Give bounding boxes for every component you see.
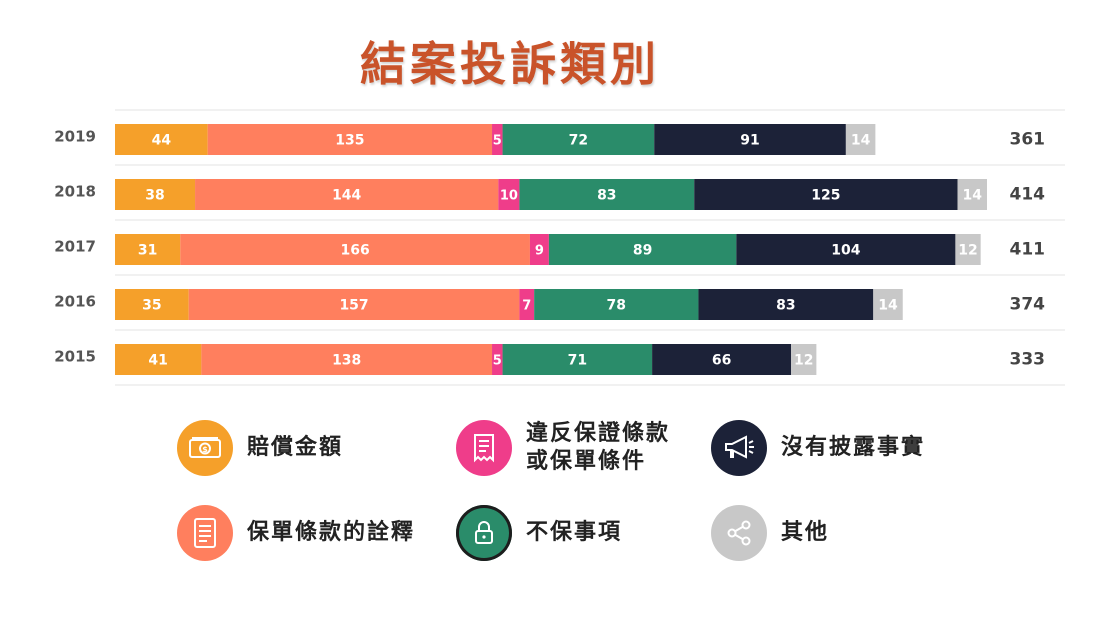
data-label: 138: [332, 353, 361, 369]
bar-segment: [519, 179, 695, 210]
bar-segment: [957, 179, 987, 210]
lock-icon: [456, 505, 512, 561]
legend-item-compensation: $ 賠償金額: [177, 420, 343, 476]
data-label: 7: [522, 299, 531, 314]
data-label: 91: [740, 133, 759, 149]
data-label: 41: [148, 353, 167, 369]
bar-segment: [115, 234, 181, 265]
data-label: 71: [568, 353, 587, 369]
bar-segment: [791, 344, 817, 375]
bar-segment: [873, 289, 903, 320]
tick-label-year: 2016: [54, 293, 96, 311]
bar-segment: [534, 289, 699, 320]
legend-label: 沒有披露事實: [781, 435, 926, 460]
data-label: 12: [794, 353, 813, 369]
data-label: 83: [776, 298, 795, 314]
data-label: 135: [335, 133, 364, 149]
data-label: 5: [493, 134, 502, 149]
bar-segment: [115, 179, 196, 210]
tick-label-year: 2019: [54, 128, 96, 146]
data-label: 125: [811, 188, 840, 204]
bar-segment: [492, 344, 503, 375]
data-label: 104: [831, 243, 860, 259]
data-label: 44: [152, 133, 172, 149]
total-label: 411: [1010, 240, 1046, 260]
legend-label: 違反保證條款 或保單條件: [526, 421, 671, 474]
bar-segment: [201, 344, 493, 375]
data-label: 166: [340, 243, 369, 259]
bar-segment: [698, 289, 874, 320]
bar-segment: [195, 179, 499, 210]
bar-segment: [736, 234, 956, 265]
money-icon: $: [177, 420, 233, 476]
bar-segment: [845, 124, 876, 155]
receipt-icon: [456, 420, 512, 476]
total-label: 333: [1010, 350, 1046, 370]
bar-segment: [502, 124, 655, 155]
bar-segment: [115, 344, 202, 375]
legend-label: 不保事項: [526, 520, 623, 545]
data-label: 14: [851, 133, 871, 149]
bar-segment: [188, 289, 520, 320]
bar-segment: [955, 234, 981, 265]
bar-segment: [548, 234, 737, 265]
data-label: 83: [597, 188, 616, 204]
bar-segment: [115, 289, 189, 320]
total-label: 414: [1010, 185, 1046, 205]
legend-item-warranty-breach: 違反保證條款 或保單條件: [456, 420, 670, 476]
megaphone-icon: [711, 420, 767, 476]
bar-segment: [652, 344, 792, 375]
data-label: 14: [878, 298, 898, 314]
bar-segment: [207, 124, 493, 155]
tick-label-year: 2015: [54, 348, 96, 366]
data-label: 31: [138, 243, 157, 259]
data-label: 72: [569, 133, 588, 149]
tick-label-year: 2017: [54, 238, 96, 256]
bar-segment: [529, 234, 549, 265]
data-label: 38: [145, 188, 164, 204]
data-label: 66: [712, 353, 731, 369]
data-label: 89: [633, 243, 652, 259]
legend-item-non-disclosure: 沒有披露事實: [711, 420, 925, 476]
data-label: 157: [339, 298, 368, 314]
legend-item-others: 其他: [711, 505, 829, 561]
bar-segment: [694, 179, 958, 210]
total-label: 361: [1010, 130, 1046, 150]
data-label: 12: [958, 243, 977, 259]
data-label: 78: [607, 298, 626, 314]
document-icon: [177, 505, 233, 561]
svg-text:$: $: [202, 445, 208, 454]
bar-segment: [519, 289, 535, 320]
bar-segment: [654, 124, 846, 155]
chart-title: 結案投訴類別: [360, 37, 660, 91]
data-label: 9: [535, 244, 544, 259]
bar-segment: [492, 124, 503, 155]
legend-label: 其他: [781, 520, 830, 545]
data-label: 35: [142, 298, 161, 314]
bar-segment: [502, 344, 653, 375]
bar-segment: [498, 179, 520, 210]
share-icon: [711, 505, 767, 561]
data-label: 5: [493, 354, 502, 369]
legend-item-exclusions: 不保事項: [456, 505, 622, 561]
data-label: 10: [500, 189, 518, 204]
tick-label-year: 2018: [54, 183, 96, 201]
data-label: 14: [963, 188, 983, 204]
total-label: 374: [1010, 295, 1046, 315]
legend-label: 賠償金額: [247, 435, 344, 460]
legend-item-policy-interpretation: 保單條款的詮釋: [177, 505, 415, 561]
bar-segment: [115, 124, 208, 155]
bar-segment: [180, 234, 530, 265]
data-label: 144: [332, 188, 361, 204]
legend-label: 保單條款的詮釋: [247, 520, 416, 545]
